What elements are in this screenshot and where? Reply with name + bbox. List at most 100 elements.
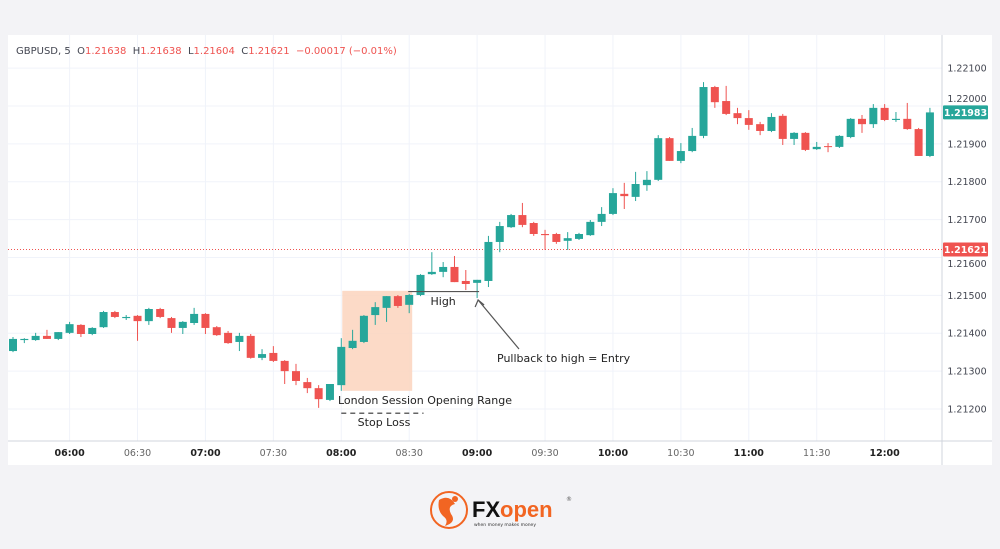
candle-down [461, 280, 470, 284]
candle-up [20, 338, 29, 341]
candle-down [756, 124, 765, 131]
candle-down [880, 107, 889, 120]
candle-down [133, 315, 142, 322]
change-value: −0.00017 (−0.01%) [295, 46, 397, 57]
candle-up [699, 87, 708, 136]
x-tick-label: 11:30 [803, 448, 830, 459]
y-tick-label: 1.21700 [947, 215, 986, 226]
candle-down [292, 371, 300, 381]
x-tick-label: 12:00 [870, 448, 901, 459]
x-tick-label: 08:00 [326, 448, 357, 459]
candle-up [31, 335, 40, 341]
candle-down [552, 234, 561, 242]
candle-down [110, 312, 119, 317]
logo-text-fx: FX [472, 497, 500, 522]
opening-range-label: London Session Opening Range [338, 394, 512, 407]
candle-up [122, 316, 131, 319]
candle-up [439, 266, 448, 272]
y-tick-label: 1.22000 [947, 94, 986, 105]
x-tick-label: 10:30 [667, 448, 694, 459]
candle-up [507, 215, 516, 228]
candle-up [688, 135, 697, 152]
candle-up [608, 193, 617, 214]
x-tick-label: 06:30 [124, 448, 151, 459]
candle-up [427, 271, 436, 275]
x-tick-label: 06:00 [54, 448, 85, 459]
candle-up [597, 213, 606, 222]
candle-down [314, 388, 323, 400]
candle-down [722, 101, 731, 114]
candle-up [835, 135, 844, 147]
y-tick-label: 1.21600 [947, 259, 986, 270]
logo-bull-head [452, 496, 458, 502]
candle-down [201, 313, 210, 328]
entry-label: Pullback to high = Entry [497, 352, 631, 365]
candle-up [925, 112, 934, 156]
candle-up [88, 327, 97, 334]
candle-up [258, 354, 267, 358]
candle-up [325, 384, 334, 400]
candle-up [654, 138, 663, 180]
candle-down [801, 132, 810, 150]
ohlc-legend: GBPUSD, 5 O1.21638 H1.21638 L1.21604 C1.… [16, 46, 397, 57]
candle-down [280, 360, 289, 372]
candle-down [914, 129, 923, 156]
candle-up [99, 312, 108, 328]
candle-down [42, 335, 51, 339]
candle-down [246, 335, 255, 358]
candle-up [416, 274, 425, 295]
candle-up [337, 346, 346, 386]
x-tick-label: 07:00 [190, 448, 221, 459]
candle-down [903, 118, 912, 130]
hover-price-label-bg [943, 242, 988, 257]
y-tick-label: 1.21900 [947, 139, 986, 150]
candle-down [269, 352, 278, 361]
hover-price-label: 1.21621 [944, 245, 987, 256]
candle-down [778, 115, 787, 139]
candle-up [65, 324, 74, 333]
candle-up [586, 221, 595, 236]
candle-up [405, 294, 414, 305]
logo-bull-emblem-icon [430, 491, 468, 529]
entry-arrow [477, 299, 520, 350]
candle-up [382, 296, 391, 308]
candle-up [178, 321, 187, 328]
candle-down [733, 113, 742, 119]
candle-down [665, 138, 674, 161]
candle-up [359, 315, 368, 342]
candle-down [710, 87, 719, 103]
candle-down [541, 234, 550, 236]
candle-down [167, 318, 176, 328]
logo-bull-shape [438, 497, 455, 526]
close-value: 1.21621 [248, 46, 290, 57]
candle-down [744, 118, 753, 125]
candle-down [529, 223, 538, 234]
y-tick-label: 1.21500 [947, 291, 986, 302]
logo-text-open: open [500, 497, 553, 522]
x-tick-label: 10:00 [598, 448, 629, 459]
candle-up [767, 116, 776, 131]
fxopen-logo: FX open ® when money makes money [430, 491, 572, 529]
stop-loss-label: Stop Loss [358, 416, 411, 429]
candle-up [348, 340, 357, 349]
high-label: High [431, 295, 456, 308]
candle-up [575, 234, 583, 239]
entry-arrow-head-icon [474, 299, 485, 308]
candle-up [190, 313, 199, 324]
candle-up [563, 238, 572, 241]
candle-up [495, 226, 504, 242]
low-value: 1.21604 [193, 46, 235, 57]
x-tick-label: 07:30 [260, 448, 287, 459]
candle-up [869, 107, 878, 125]
candle-up [473, 279, 482, 283]
last-price-label: 1.21983 [944, 108, 987, 119]
candle-down [620, 193, 629, 197]
candle-down [393, 296, 402, 306]
candle-up [812, 146, 821, 150]
candle-up [790, 132, 799, 139]
logo-tagline: when money makes money [474, 522, 536, 528]
candle-up [642, 179, 651, 186]
x-tick-label: 08:30 [396, 448, 423, 459]
candle-down [303, 382, 312, 389]
